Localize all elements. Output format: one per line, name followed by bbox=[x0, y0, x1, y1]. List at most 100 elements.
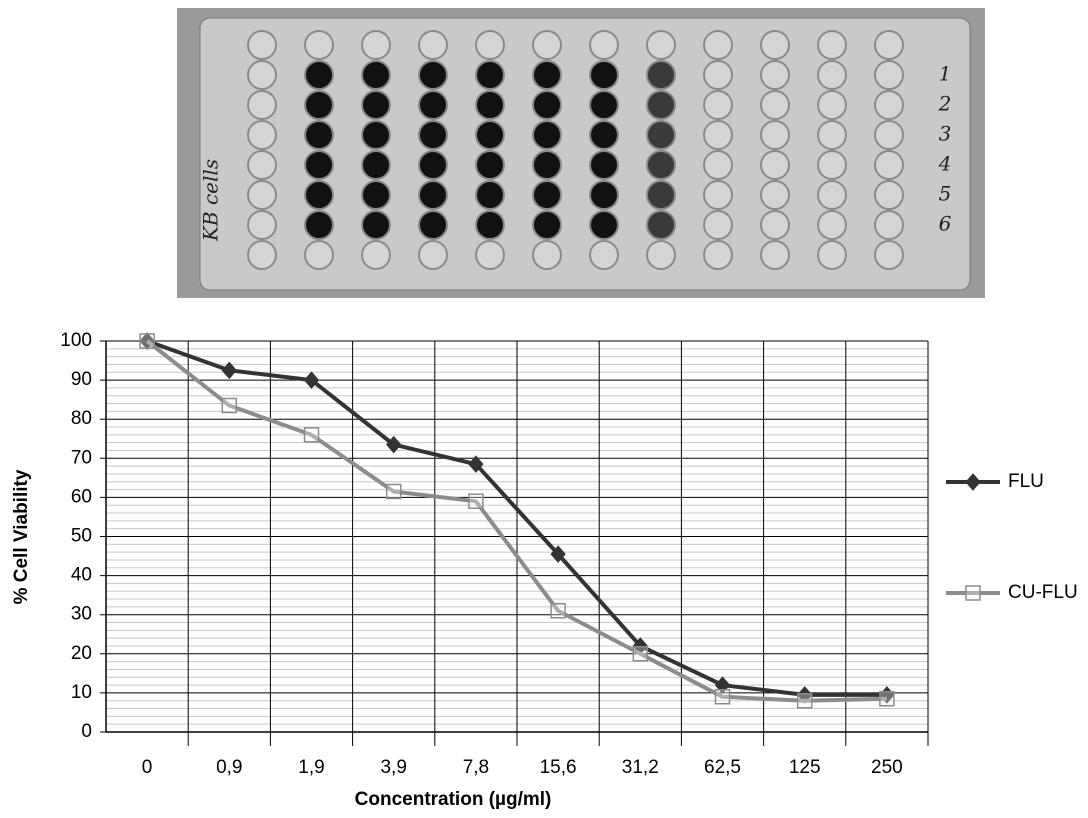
legend-marker bbox=[965, 473, 981, 491]
well bbox=[703, 120, 733, 150]
data-marker bbox=[468, 493, 484, 510]
y-tick-label: 90 bbox=[71, 369, 92, 390]
well bbox=[532, 210, 562, 240]
data-marker bbox=[879, 691, 895, 707]
well bbox=[304, 90, 334, 120]
well bbox=[817, 240, 847, 270]
well bbox=[760, 210, 790, 240]
well bbox=[418, 120, 448, 150]
well bbox=[475, 150, 505, 180]
y-tick-label: 20 bbox=[71, 643, 92, 664]
series-line bbox=[146, 339, 887, 697]
x-tick-label: 0 bbox=[142, 757, 153, 778]
well bbox=[475, 180, 505, 210]
x-tick-label: 31,2 bbox=[622, 757, 659, 778]
well bbox=[475, 90, 505, 120]
well bbox=[247, 60, 277, 90]
well bbox=[874, 180, 904, 210]
well bbox=[874, 210, 904, 240]
x-tick-label: 7,8 bbox=[463, 757, 489, 778]
well bbox=[703, 150, 733, 180]
data-marker bbox=[385, 483, 402, 500]
y-tick-label: 50 bbox=[71, 526, 92, 547]
well bbox=[760, 60, 790, 90]
well bbox=[361, 60, 391, 90]
photo-row-label: 1 bbox=[939, 62, 952, 86]
data-marker bbox=[714, 689, 731, 705]
well bbox=[646, 150, 676, 180]
well bbox=[874, 150, 904, 180]
well bbox=[703, 180, 733, 210]
photo-row-label: 3 bbox=[939, 122, 952, 146]
well bbox=[361, 240, 391, 270]
well bbox=[247, 240, 277, 270]
x-tick-label: 15,6 bbox=[540, 757, 577, 778]
well bbox=[589, 210, 619, 240]
photo-row-label: 4 bbox=[938, 152, 952, 176]
well bbox=[703, 60, 733, 90]
well bbox=[418, 180, 448, 210]
well bbox=[418, 150, 448, 180]
well bbox=[361, 180, 391, 210]
data-marker bbox=[303, 427, 320, 443]
well bbox=[532, 120, 562, 150]
y-tick-label: 0 bbox=[81, 721, 92, 742]
data-marker bbox=[303, 371, 320, 389]
well bbox=[874, 240, 904, 270]
data-marker bbox=[550, 603, 566, 619]
well bbox=[475, 210, 505, 240]
y-tick-label: 30 bbox=[71, 604, 92, 625]
well bbox=[532, 150, 562, 180]
well bbox=[589, 180, 619, 210]
well bbox=[646, 90, 676, 120]
well bbox=[646, 210, 676, 240]
well bbox=[304, 240, 334, 270]
well bbox=[475, 60, 505, 90]
well bbox=[418, 90, 448, 120]
well bbox=[361, 90, 391, 120]
well bbox=[304, 150, 334, 180]
well bbox=[247, 90, 277, 120]
well bbox=[361, 30, 391, 60]
well bbox=[817, 60, 847, 90]
well bbox=[703, 30, 733, 60]
well bbox=[817, 120, 847, 150]
data-marker bbox=[386, 435, 402, 454]
well bbox=[418, 240, 448, 270]
y-tick-label: 40 bbox=[71, 565, 92, 586]
well bbox=[304, 210, 334, 240]
well bbox=[247, 180, 277, 210]
well bbox=[361, 210, 391, 240]
photo-row-label: 5 bbox=[939, 182, 952, 206]
well bbox=[589, 30, 619, 60]
well bbox=[247, 120, 277, 150]
well bbox=[646, 240, 676, 270]
data-marker bbox=[221, 361, 237, 380]
well bbox=[475, 30, 505, 60]
well bbox=[589, 60, 619, 90]
well bbox=[247, 210, 277, 240]
well bbox=[589, 120, 619, 150]
data-marker bbox=[139, 333, 155, 349]
well bbox=[703, 210, 733, 240]
well bbox=[304, 60, 334, 90]
well bbox=[304, 180, 334, 210]
photo-row-label: 2 bbox=[938, 92, 952, 116]
data-marker bbox=[468, 455, 484, 473]
x-tick-label: 3,9 bbox=[380, 757, 406, 778]
data-marker bbox=[221, 397, 238, 414]
x-axis-title: Concentration (µg/ml) bbox=[355, 789, 552, 810]
x-tick-label: 250 bbox=[871, 757, 903, 778]
y-tick-label: 100 bbox=[60, 330, 92, 351]
well bbox=[760, 30, 790, 60]
well bbox=[304, 120, 334, 150]
well bbox=[646, 60, 676, 90]
well bbox=[817, 150, 847, 180]
photo-side-label: KB cells bbox=[199, 159, 223, 242]
well bbox=[589, 90, 619, 120]
well bbox=[760, 180, 790, 210]
data-marker bbox=[632, 646, 649, 662]
well bbox=[532, 60, 562, 90]
well bbox=[646, 120, 676, 150]
well bbox=[817, 210, 847, 240]
